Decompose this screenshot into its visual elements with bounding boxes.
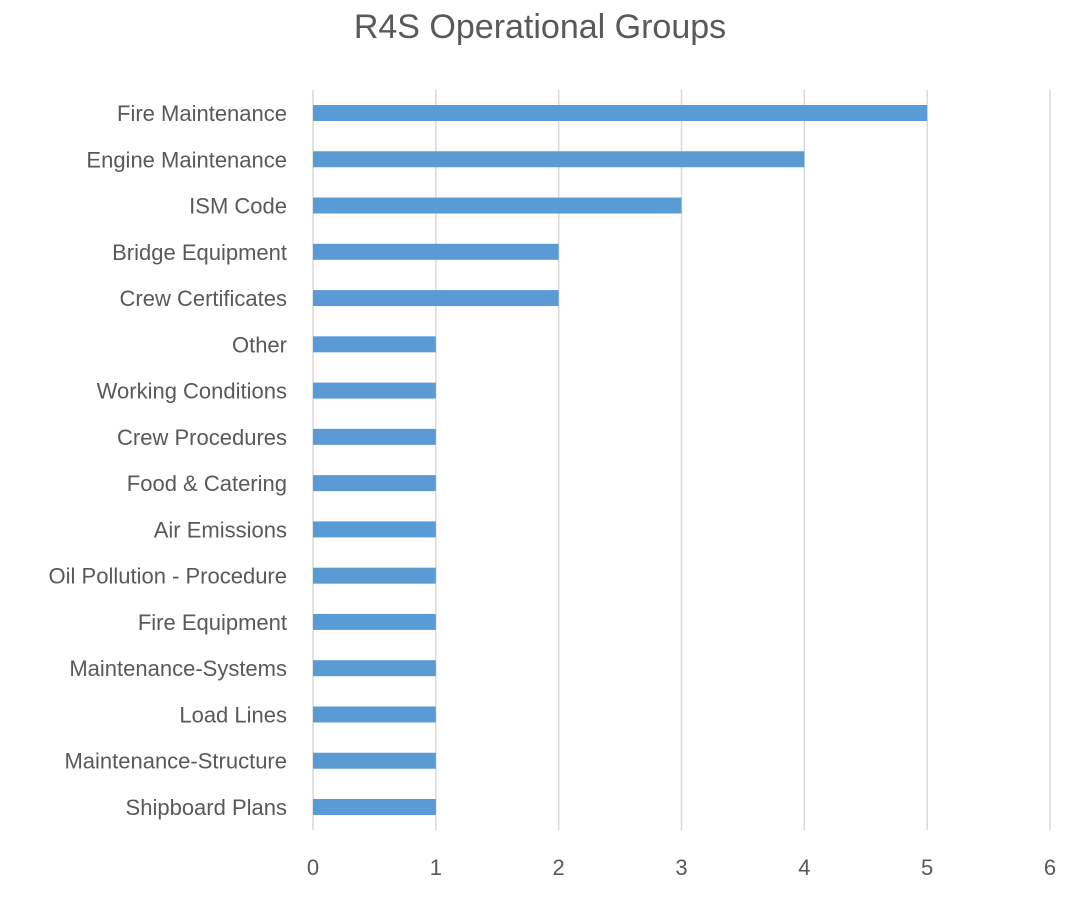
category-label: Engine Maintenance <box>86 147 287 172</box>
bar <box>313 197 682 214</box>
bar <box>313 660 436 677</box>
bar <box>313 382 436 399</box>
x-tick-labels: 0 1 2 3 4 5 6 <box>307 855 1056 880</box>
category-label: Fire Maintenance <box>117 101 287 126</box>
category-label: Crew Certificates <box>120 286 287 311</box>
category-label: Fire Equipment <box>138 610 287 635</box>
bar <box>313 105 928 121</box>
category-label: Bridge Equipment <box>112 240 287 265</box>
bar <box>313 752 436 769</box>
category-label: Working Conditions <box>97 379 287 404</box>
bar <box>313 475 436 492</box>
category-label: Food & Catering <box>127 471 287 496</box>
chart-title: R4S Operational Groups <box>353 8 727 46</box>
bar <box>313 567 436 584</box>
bars <box>313 105 928 815</box>
bar <box>313 706 436 723</box>
bar <box>313 290 559 307</box>
bar <box>313 799 436 815</box>
category-label: Crew Procedures <box>117 425 287 450</box>
x-tick-label: 4 <box>798 855 810 880</box>
category-label: Oil Pollution - Procedure <box>49 564 287 589</box>
bar <box>313 613 436 630</box>
bar <box>313 428 436 445</box>
category-label: Shipboard Plans <box>126 795 287 820</box>
category-label: Maintenance-Structure <box>64 749 287 774</box>
category-labels: Fire Maintenance Engine Maintenance ISM Co… <box>49 101 287 820</box>
category-label: ISM Code <box>189 194 287 219</box>
x-tick-label: 2 <box>553 855 565 880</box>
x-tick-label: 1 <box>430 855 442 880</box>
category-label: Air Emissions <box>154 517 287 542</box>
bar <box>313 243 559 260</box>
x-tick-label: 0 <box>307 855 319 880</box>
x-tick-label: 6 <box>1044 855 1056 880</box>
bar <box>313 336 436 353</box>
bar <box>313 151 805 168</box>
category-label: Other <box>232 332 287 357</box>
x-tick-label: 5 <box>921 855 933 880</box>
x-tick-label: 3 <box>675 855 687 880</box>
bar <box>313 521 436 538</box>
category-label: Load Lines <box>179 702 287 727</box>
category-label: Maintenance-Systems <box>69 656 287 681</box>
